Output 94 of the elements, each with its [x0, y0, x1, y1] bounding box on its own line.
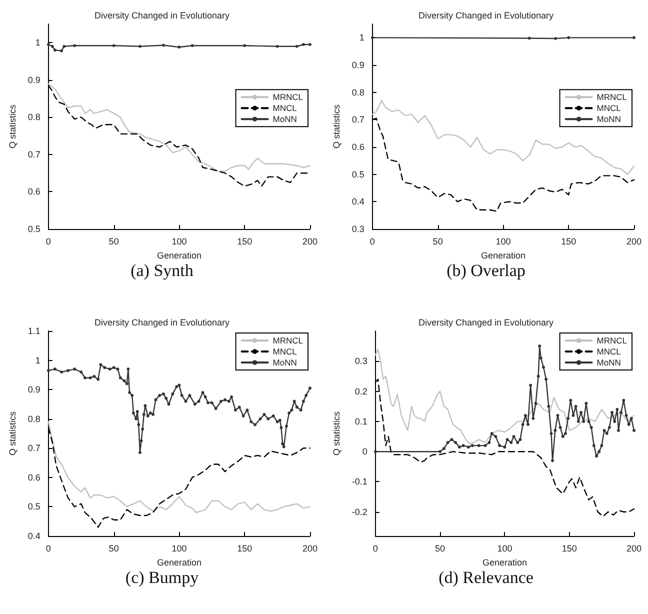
- x-tick-label: 100: [496, 236, 511, 246]
- chart-title: Diversity Changed in Evolutionary: [94, 10, 230, 20]
- chart-title: Diversity Changed in Evolutionary: [418, 10, 554, 20]
- text: (a) Synth: [130, 261, 194, 280]
- y-tick-label: 0.8: [352, 87, 364, 98]
- point: [46, 43, 50, 46]
- point: [138, 44, 142, 48]
- x-tick-label: 100: [172, 544, 187, 554]
- point: [295, 44, 298, 48]
- x-axis-title: Generation: [156, 557, 202, 568]
- chart-title: Diversity Changed in Evolutionary: [418, 318, 554, 328]
- legend-label: MoNN: [272, 358, 297, 368]
- y-tick-label: 0.4: [28, 531, 40, 541]
- legend-label: MoNN: [596, 114, 621, 124]
- y-axis-title: Q statistics: [8, 104, 18, 149]
- line-series: [48, 421, 311, 514]
- point: [53, 48, 56, 52]
- line-series: [46, 43, 312, 52]
- point: [243, 44, 246, 48]
- y-tick-label: 0.5: [28, 224, 40, 234]
- point: [190, 44, 194, 48]
- point: [112, 44, 116, 48]
- text: (c) Bumpy: [125, 568, 200, 587]
- y-tick-label: 1: [359, 32, 364, 43]
- x-tick-label: 0: [370, 236, 375, 246]
- y-tick-label: 1: [35, 355, 40, 366]
- legend-label: MRNCL: [272, 92, 304, 102]
- point: [178, 46, 181, 49]
- y-tick-label: 1: [35, 38, 40, 48]
- x-tick-label: 50: [435, 544, 446, 554]
- x-tick-label: 0: [372, 544, 378, 554]
- y-tick-label: 0.6: [28, 472, 40, 482]
- x-axis-title: Generation: [480, 250, 526, 260]
- y-tick-label: 0.3: [352, 224, 364, 234]
- x-tick-label: 150: [561, 236, 576, 246]
- point: [276, 44, 279, 48]
- x-axis-title: Generation: [156, 250, 202, 260]
- x-tick-label: 0: [46, 236, 51, 246]
- x-tick-label: 0: [46, 544, 51, 554]
- y-tick-label: 0.6: [28, 186, 40, 197]
- y-tick-label: 0.8: [28, 414, 40, 424]
- point: [50, 44, 54, 48]
- legend-label: MRNCL: [272, 336, 304, 346]
- x-tick-label: 150: [562, 544, 577, 554]
- y-axis-title: Q statistics: [8, 411, 18, 456]
- y-tick-label: 0.6: [352, 142, 364, 152]
- y-tick-label: 0.7: [28, 149, 40, 160]
- y-tick-label: 0.3: [354, 356, 368, 366]
- chart-title: Diversity Changed in Evolutionary: [94, 318, 230, 328]
- y-tick-label: 0.9: [28, 384, 40, 395]
- legend-label: MRNCL: [596, 92, 628, 102]
- x-axis-title: Generation: [482, 557, 527, 568]
- legend-label: MNCL: [272, 346, 298, 356]
- x-tick-label: 150: [237, 236, 252, 246]
- y-tick-label: -0.2: [352, 506, 368, 517]
- point: [162, 44, 166, 47]
- x-tick-label: 50: [432, 236, 443, 246]
- x-tick-label: 100: [497, 544, 512, 554]
- y-tick-label: 0.1: [354, 416, 368, 426]
- point: [62, 44, 66, 48]
- y-tick-label: -0.1: [352, 476, 368, 487]
- y-tick-label: 0.7: [28, 443, 40, 454]
- x-tick-label: 200: [302, 544, 318, 554]
- y-tick-label: 0.7: [352, 114, 364, 125]
- y-tick-label: 0.2: [354, 386, 368, 396]
- x-tick-label: 200: [302, 236, 318, 246]
- y-axis-title: Q statistics: [332, 104, 342, 149]
- y-tick-label: 0.9: [28, 74, 40, 85]
- x-tick-label: 100: [172, 236, 187, 246]
- x-tick-label: 200: [626, 544, 642, 554]
- line-series: [48, 83, 311, 172]
- point: [60, 49, 63, 52]
- legend-label: MNCL: [596, 346, 622, 356]
- x-tick-label: 50: [108, 236, 119, 246]
- legend-label: MNCL: [596, 103, 622, 114]
- y-axis-title: Q statistics: [332, 411, 342, 456]
- x-tick-label: 50: [108, 544, 119, 554]
- y-tick-label: 0.4: [352, 196, 364, 207]
- y-tick-label: 0.5: [352, 169, 364, 180]
- legend-label: MoNN: [596, 358, 621, 368]
- y-tick-label: 0.8: [28, 112, 40, 122]
- y-tick-label: 0.9: [352, 60, 364, 70]
- text: (d) Relevance: [438, 568, 534, 587]
- line-series: [372, 100, 635, 175]
- y-tick-label: 1.1: [28, 326, 40, 336]
- x-tick-label: 200: [626, 236, 642, 246]
- y-tick-label: 0.5: [28, 502, 40, 512]
- legend-label: MNCL: [272, 103, 298, 114]
- text: (b) Overlap: [446, 261, 526, 280]
- legend-label: MRNCL: [596, 336, 628, 346]
- point: [73, 44, 76, 48]
- legend-label: MoNN: [272, 114, 297, 124]
- y-tick-label: 0: [362, 446, 368, 457]
- x-tick-label: 150: [237, 544, 252, 554]
